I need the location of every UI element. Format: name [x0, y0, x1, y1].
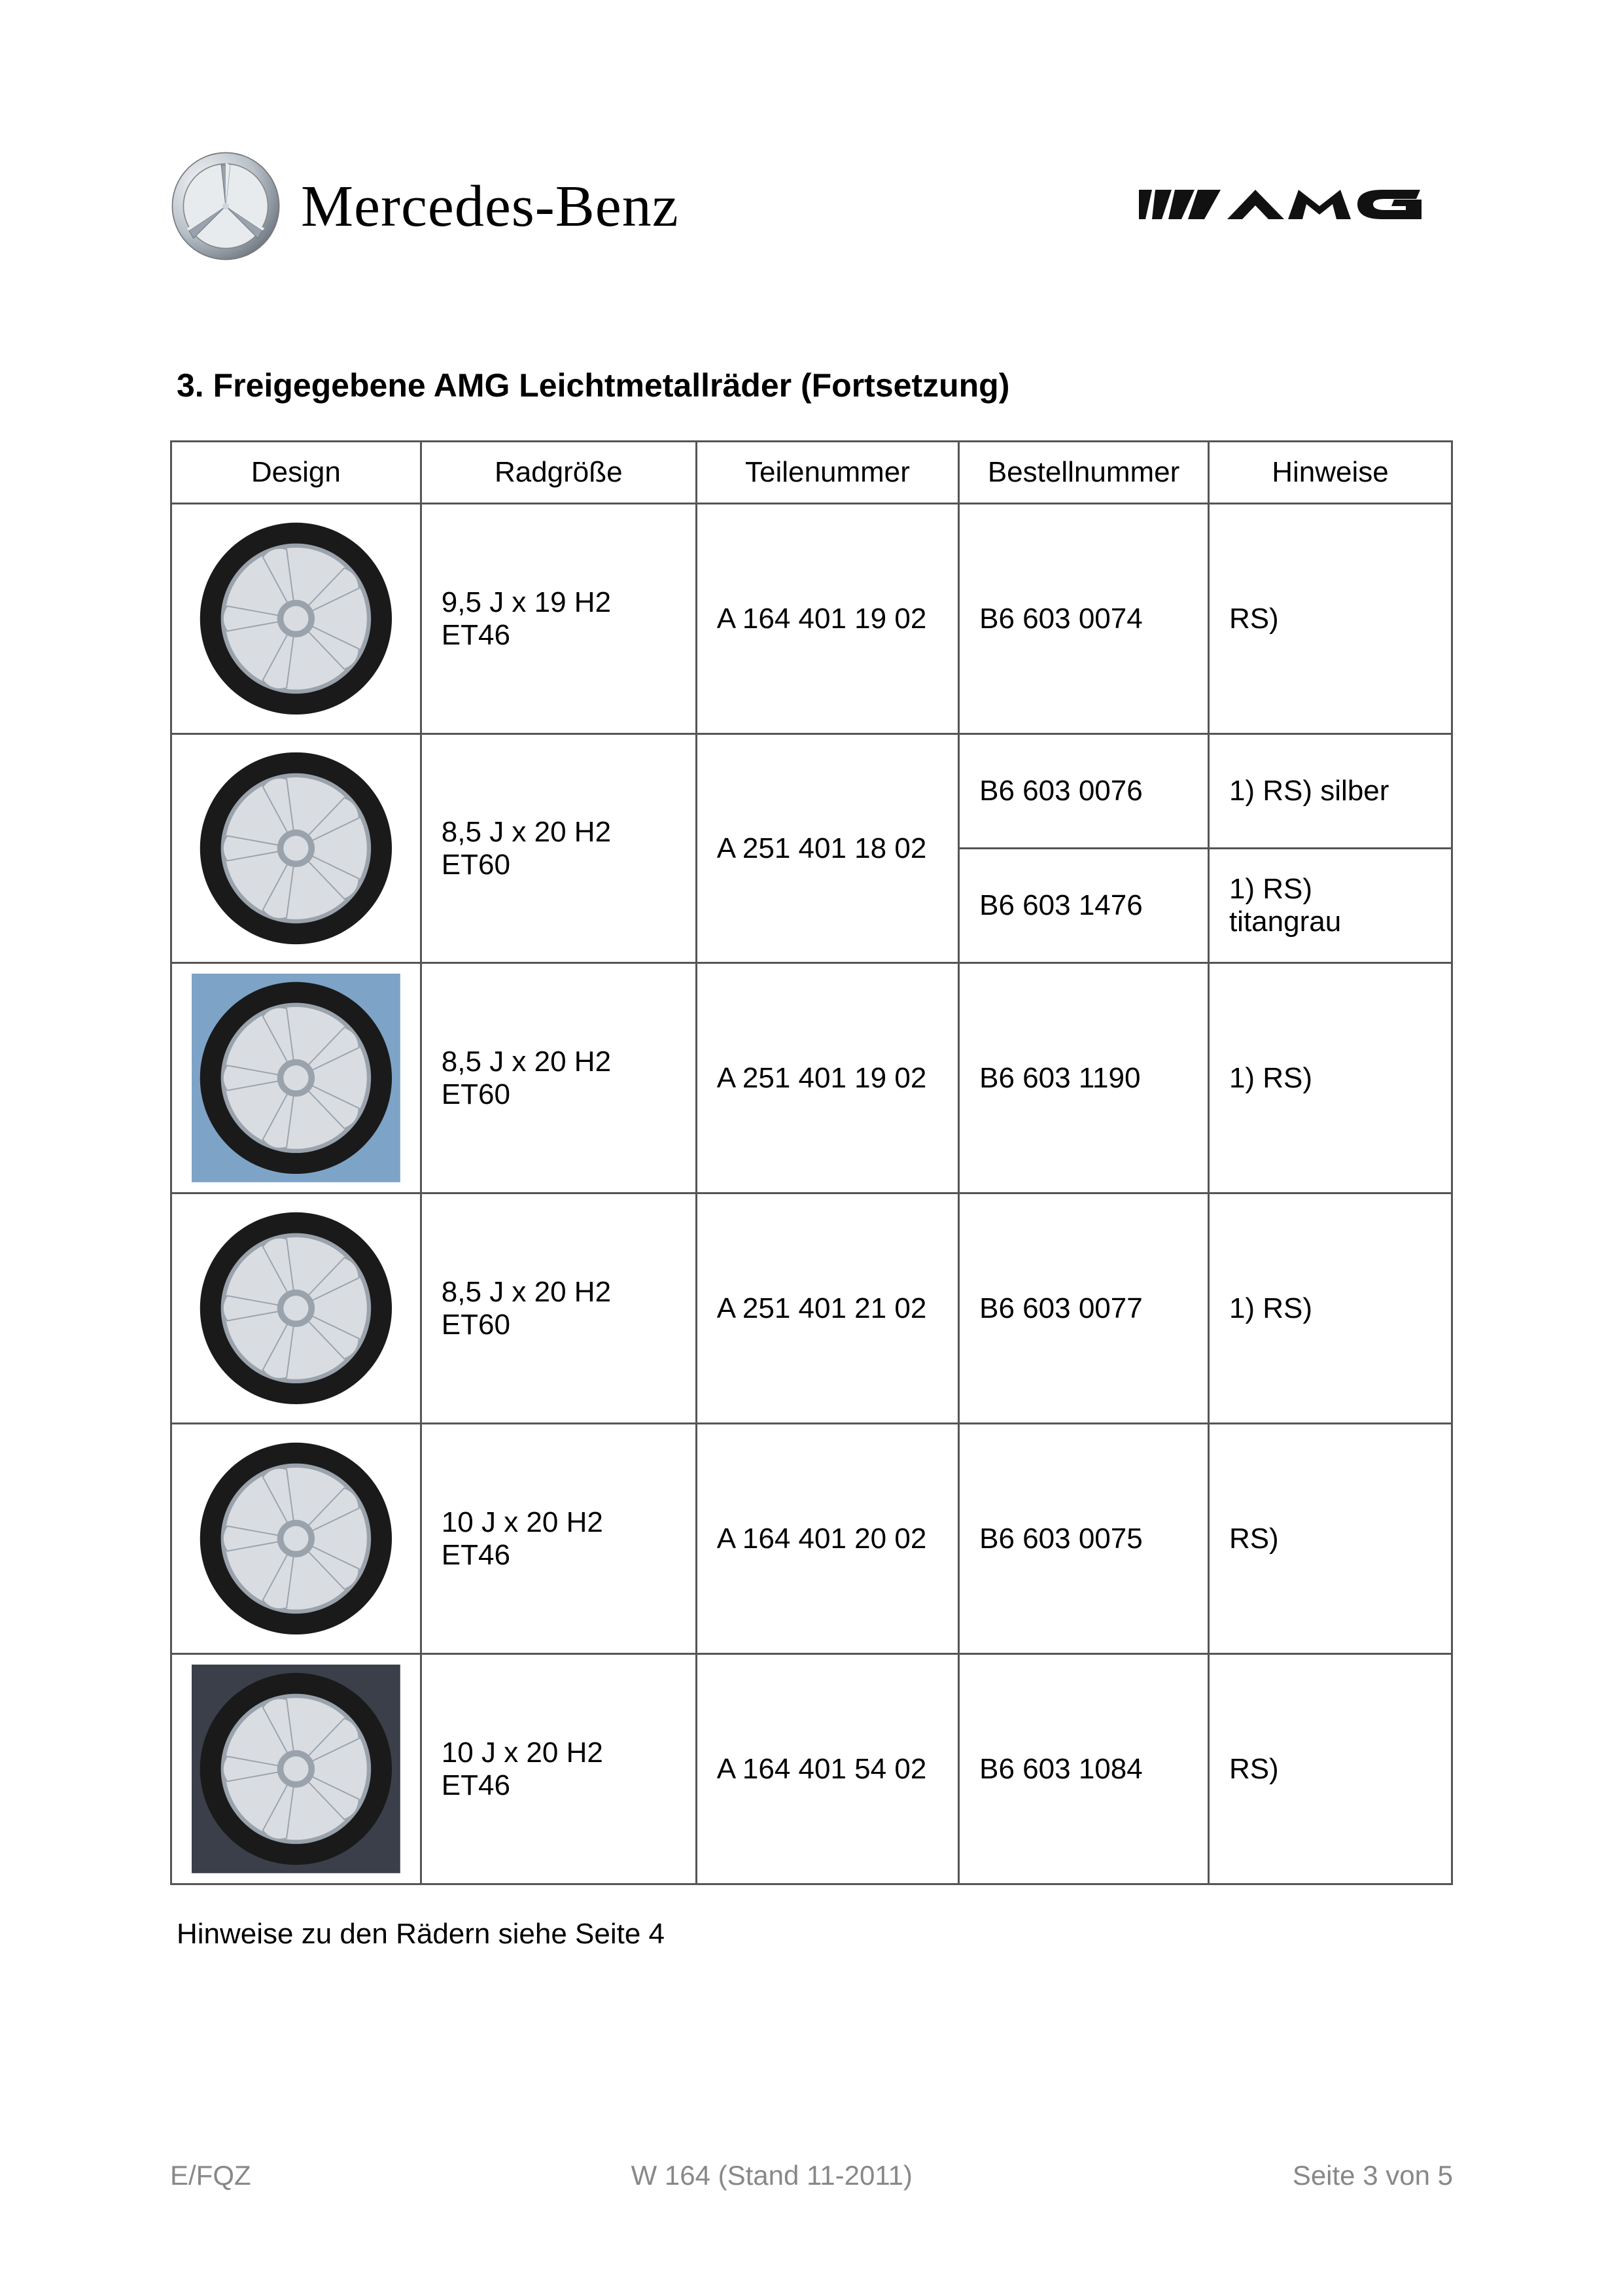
order-number-cell: B6 603 1190 — [959, 963, 1209, 1193]
table-row: 10 J x 20 H2 ET46A 164 401 20 02B6 603 0… — [171, 1424, 1452, 1654]
amg-logo-icon — [1139, 183, 1453, 229]
order-number-cell: B6 603 0077 — [959, 1193, 1209, 1424]
order-number-cell: B6 603 0076 — [959, 734, 1209, 849]
wheel-image-cell — [171, 963, 421, 1193]
wheel-image-cell — [171, 1424, 421, 1654]
col-design: Design — [171, 442, 421, 504]
part-number-cell: A 164 401 20 02 — [696, 1424, 958, 1654]
footer-center: W 164 (Stand 11-2011) — [631, 2160, 913, 2191]
page: Mercedes-Benz 3. Freigegebene AMG Leicht… — [0, 0, 1623, 2296]
order-number-cell: B6 603 0075 — [959, 1424, 1209, 1654]
order-number-cell: B6 603 1084 — [959, 1654, 1209, 1884]
part-number-cell: A 251 401 19 02 — [696, 963, 958, 1193]
page-footer: E/FQZ W 164 (Stand 11-2011) Seite 3 von … — [170, 2160, 1453, 2191]
footer-left: E/FQZ — [170, 2160, 251, 2191]
notes-cell: 1) RS) titangrau — [1208, 849, 1452, 963]
mercedes-star-icon — [170, 150, 281, 262]
wheels-table: Design Radgröße Teilenummer Bestellnumme… — [170, 440, 1453, 1885]
order-number-cell: B6 603 1476 — [959, 849, 1209, 963]
wheel-size-cell: 9,5 J x 19 H2 ET46 — [421, 504, 696, 734]
wheel-size-cell: 10 J x 20 H2 ET46 — [421, 1424, 696, 1654]
page-header: Mercedes-Benz — [170, 150, 1453, 262]
col-notes: Hinweise — [1208, 442, 1452, 504]
notes-cell: 1) RS) — [1208, 1193, 1452, 1424]
part-number-cell: A 164 401 19 02 — [696, 504, 958, 734]
col-size: Radgröße — [421, 442, 696, 504]
table-row: 10 J x 20 H2 ET46A 164 401 54 02B6 603 1… — [171, 1654, 1452, 1884]
wheel-size-cell: 10 J x 20 H2 ET46 — [421, 1654, 696, 1884]
notes-cell: RS) — [1208, 504, 1452, 734]
wheel-image-cell — [171, 734, 421, 963]
part-number-cell: A 251 401 18 02 — [696, 734, 958, 963]
table-row: 8,5 J x 20 H2 ET60A 251 401 21 02B6 603 … — [171, 1193, 1452, 1424]
brand-left-group: Mercedes-Benz — [170, 150, 679, 262]
table-row: 8,5 J x 20 H2 ET60A 251 401 19 02B6 603 … — [171, 963, 1452, 1193]
col-order: Bestellnummer — [959, 442, 1209, 504]
wheel-size-cell: 8,5 J x 20 H2 ET60 — [421, 963, 696, 1193]
table-row: 9,5 J x 19 H2 ET46A 164 401 19 02B6 603 … — [171, 504, 1452, 734]
footer-right: Seite 3 von 5 — [1293, 2160, 1453, 2191]
notes-cell: 1) RS) — [1208, 963, 1452, 1193]
wheel-size-cell: 8,5 J x 20 H2 ET60 — [421, 1193, 696, 1424]
section-title: 3. Freigegebene AMG Leichtmetallräder (F… — [177, 366, 1453, 404]
notes-cell: RS) — [1208, 1654, 1452, 1884]
wheel-image-cell — [171, 504, 421, 734]
wheel-size-cell: 8,5 J x 20 H2 ET60 — [421, 734, 696, 963]
wheel-image-cell — [171, 1193, 421, 1424]
part-number-cell: A 251 401 21 02 — [696, 1193, 958, 1424]
part-number-cell: A 164 401 54 02 — [696, 1654, 958, 1884]
notes-reference: Hinweise zu den Rädern siehe Seite 4 — [177, 1918, 1453, 1951]
wheel-image-cell — [171, 1654, 421, 1884]
order-number-cell: B6 603 0074 — [959, 504, 1209, 734]
notes-cell: RS) — [1208, 1424, 1452, 1654]
col-part: Teilenummer — [696, 442, 958, 504]
notes-cell: 1) RS) silber — [1208, 734, 1452, 849]
table-header-row: Design Radgröße Teilenummer Bestellnumme… — [171, 442, 1452, 504]
table-row: 8,5 J x 20 H2 ET60A 251 401 18 02B6 603 … — [171, 734, 1452, 849]
brand-name: Mercedes-Benz — [301, 173, 679, 240]
